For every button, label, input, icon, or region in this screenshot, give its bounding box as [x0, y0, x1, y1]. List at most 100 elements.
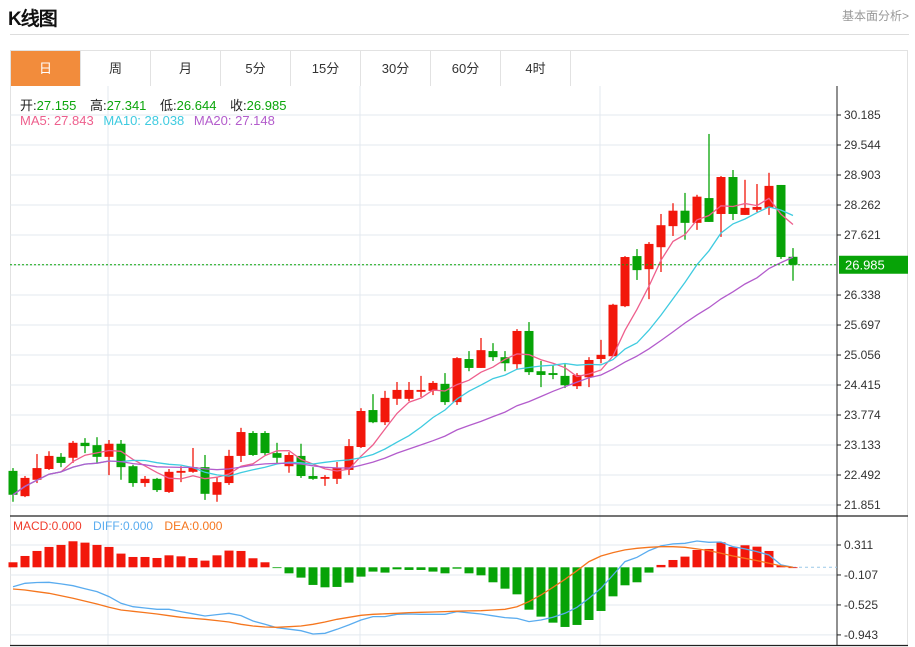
macd-tick-label: -0.525 — [844, 598, 878, 612]
price-tick-label: 26.338 — [844, 288, 881, 302]
price-tick-label: 28.262 — [844, 198, 881, 212]
macd-bar — [128, 556, 138, 568]
macd-tick-label: -0.107 — [844, 568, 878, 582]
tab-60min[interactable]: 60分 — [431, 51, 501, 86]
current-price-label: 26.985 — [845, 258, 885, 273]
candle-body — [272, 453, 282, 458]
macd-bar — [500, 567, 510, 589]
candle-body — [680, 210, 690, 223]
candle-body — [392, 389, 402, 399]
macd-bar — [56, 544, 66, 568]
macd-bar — [44, 546, 54, 568]
candle-body — [92, 445, 102, 457]
macd-bar — [584, 567, 594, 620]
tab-5min[interactable]: 5分 — [221, 51, 291, 86]
candle-body — [80, 442, 90, 447]
candle-body — [404, 389, 414, 399]
macd-tick-label: -0.943 — [844, 628, 878, 642]
macd-bar — [608, 567, 618, 597]
candle-body — [764, 185, 774, 208]
candle-body — [176, 470, 186, 473]
macd-bar — [260, 562, 270, 568]
low-value: 26.644 — [176, 98, 217, 113]
macd-bar — [284, 567, 294, 574]
candle-body — [512, 330, 522, 365]
candle-body — [560, 375, 570, 386]
price-tick-label: 27.621 — [844, 228, 881, 242]
macd-bar — [200, 560, 210, 568]
dea-line — [12, 546, 794, 628]
candle-body — [416, 389, 426, 392]
candle-body — [308, 476, 318, 479]
macd-bar — [152, 557, 162, 568]
tab-15min[interactable]: 15分 — [291, 51, 361, 86]
diff-value: DIFF:0.000 — [93, 519, 154, 533]
price-tick-label: 23.774 — [844, 408, 881, 422]
high-value: 27.341 — [106, 98, 147, 113]
macd-bar — [68, 541, 78, 568]
macd-bar — [668, 559, 678, 568]
macd-value: MACD:0.000 — [13, 519, 82, 533]
price-tick-label: 29.544 — [844, 138, 881, 152]
tab-month[interactable]: 月 — [151, 51, 221, 86]
page-title: K线图 — [8, 9, 58, 30]
tab-week[interactable]: 周 — [81, 51, 151, 86]
open-value: 27.155 — [36, 98, 77, 113]
macd-bar — [572, 567, 582, 625]
macd-bar — [356, 567, 366, 577]
candle-body — [116, 443, 126, 468]
macd-bar — [440, 567, 450, 574]
macd-bar — [656, 564, 666, 568]
macd-bar — [524, 567, 534, 610]
candle-body — [260, 432, 270, 454]
macd-bar — [104, 546, 114, 568]
candle-body — [524, 330, 534, 373]
candle-body — [32, 468, 42, 480]
high-label: 高: — [90, 98, 107, 113]
macd-bar — [620, 567, 630, 586]
candle-body — [596, 354, 606, 360]
candle-body — [476, 350, 486, 368]
tab-30min[interactable]: 30分 — [361, 51, 431, 86]
candle-body — [752, 206, 762, 210]
candle-body — [740, 207, 750, 215]
macd-bar — [344, 567, 354, 583]
macd-bar — [644, 567, 654, 573]
candle-body — [464, 359, 474, 368]
candle-body — [776, 184, 786, 258]
ma5-value: MA5: 27.843 — [20, 113, 94, 128]
macd-bar — [212, 555, 222, 568]
candle-body — [788, 256, 798, 265]
dea-value: DEA:0.000 — [164, 519, 223, 533]
macd-bar — [488, 567, 498, 583]
macd-bar — [380, 567, 390, 573]
candle-body — [584, 359, 594, 378]
macd-bar — [512, 567, 522, 595]
candle-body — [344, 446, 354, 470]
candle-body — [320, 476, 330, 479]
tab-4h[interactable]: 4时 — [501, 51, 571, 86]
macd-bar — [476, 567, 486, 576]
ma5-line — [12, 197, 794, 496]
period-tabs: 日 周 月 5分 15分 30分 60分 4时 — [10, 50, 908, 86]
fundamental-analysis-link[interactable]: 基本面分析> — [841, 9, 909, 23]
diff-line — [12, 540, 794, 635]
price-tick-label: 23.133 — [844, 438, 881, 452]
ma10-value: MA10: 28.038 — [103, 113, 185, 128]
candle-body — [68, 442, 78, 458]
tab-day[interactable]: 日 — [11, 51, 81, 86]
macd-bar — [740, 545, 750, 568]
macd-bar — [140, 556, 150, 568]
current-price-badge — [839, 255, 908, 274]
candle-body — [692, 196, 702, 223]
candle-body — [632, 256, 642, 271]
macd-bar — [92, 544, 102, 568]
candle-body — [572, 374, 582, 387]
candle-body — [200, 467, 210, 494]
candle-body — [368, 410, 378, 423]
macd-bar — [392, 567, 402, 570]
candle-body — [332, 468, 342, 479]
macd-bar — [632, 567, 642, 583]
macd-bar — [236, 550, 246, 568]
